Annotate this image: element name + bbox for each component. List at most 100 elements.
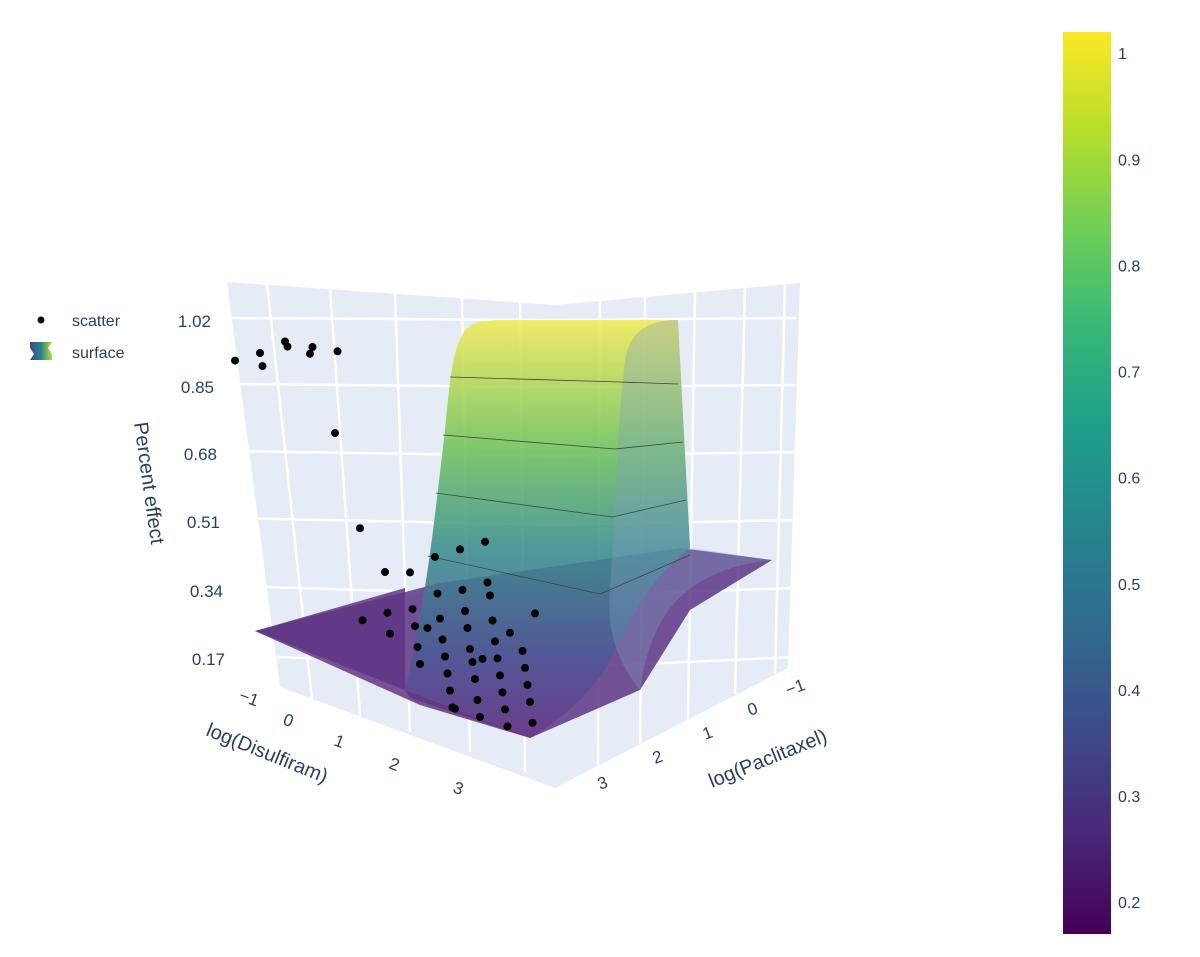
scatter-point (473, 696, 482, 704)
scatter-point (308, 343, 317, 351)
x-tick-label: −1 (237, 686, 262, 710)
scatter-point (413, 643, 422, 651)
scatter-point (491, 637, 499, 646)
colorbar-tick-label: 1 (1118, 46, 1127, 63)
scatter-point (436, 614, 444, 623)
scatter-point (406, 568, 414, 577)
scatter-point (431, 552, 439, 561)
surface-contour-2 (442, 434, 684, 450)
x-tick-label: 2 (387, 754, 402, 775)
z-axis-ticks: 1.02 0.85 0.68 0.51 0.34 0.17 (178, 312, 225, 669)
y-tick-label: 0 (745, 699, 760, 720)
gridline (733, 287, 747, 695)
scatter-point (356, 524, 364, 533)
scatter-point (501, 705, 509, 714)
scatter-point (258, 362, 267, 371)
scatter-series (231, 337, 539, 731)
scatter-point (503, 722, 512, 731)
x-tick-label: 0 (281, 710, 296, 731)
gridline (554, 316, 797, 322)
y-tick-label: 2 (650, 747, 665, 768)
scatter-marker-icon (37, 316, 45, 324)
scatter-point (478, 654, 487, 663)
z-tick-label: 0.34 (190, 582, 223, 601)
z-axis-title: Percent effect (129, 421, 168, 546)
z-tick-label: 1.02 (178, 312, 211, 331)
scatter-point (438, 635, 447, 644)
colorbar-tick-label: 0.7 (1118, 365, 1140, 382)
scatter-point (483, 578, 492, 587)
scatter-point (423, 624, 432, 633)
y-axis-title: log(Paclitaxel) (706, 725, 831, 792)
scatter-point (498, 688, 507, 697)
colorbar-ticks: 0.2 0.3 0.4 0.5 0.6 0.7 0.8 0.9 1 (1118, 46, 1140, 912)
scatter-point (466, 645, 474, 653)
surface-wall (405, 320, 690, 738)
colorbar-tick-label: 0.6 (1118, 471, 1140, 488)
colorbar-tick-label: 0.5 (1118, 577, 1140, 594)
scatter-point (408, 605, 417, 614)
scatter-point (443, 669, 452, 678)
scatter-point (528, 718, 537, 727)
gridline (229, 316, 556, 322)
colorbar-tick-label: 0.4 (1118, 683, 1140, 700)
z-tick-label: 0.51 (187, 513, 220, 532)
scatter-point (506, 628, 514, 637)
scatter-point (468, 658, 477, 666)
x-axis-title: log(Disulfiram) (203, 719, 331, 788)
scatter-point (256, 349, 264, 357)
z-tick-label: 0.17 (192, 650, 225, 669)
scatter-point (456, 545, 464, 554)
x-tick-label: 3 (451, 778, 466, 799)
scatter-point (486, 591, 494, 600)
scatter-point (458, 586, 467, 594)
scatter-point (358, 616, 367, 625)
scatter-point (461, 607, 469, 615)
scatter-point (331, 429, 339, 438)
scatter-point (446, 686, 454, 695)
surface-contour-1 (449, 376, 679, 385)
legend-item-scatter[interactable]: scatter (37, 313, 121, 330)
scatter-point (416, 660, 424, 668)
surface-right-flank (609, 320, 772, 690)
legend-item-surface[interactable]: surface (30, 342, 125, 362)
scatter-point (451, 704, 459, 713)
y-tick-label: 3 (595, 773, 610, 794)
scatter-point (521, 663, 529, 672)
surface-series (255, 320, 772, 738)
gridline (773, 283, 787, 675)
scatter-point (518, 646, 527, 655)
scatter-point (383, 608, 392, 617)
surface-swatch-icon (30, 342, 52, 360)
scatter-point (481, 537, 489, 546)
scatter-point (231, 356, 239, 365)
scatter-point (433, 589, 442, 598)
scatter-point (488, 616, 497, 625)
scatter-point (526, 697, 534, 706)
scatter-point (471, 675, 479, 683)
z-tick-label: 0.85 (181, 378, 214, 397)
scatter-point (386, 629, 394, 638)
scatter-point (476, 713, 484, 721)
scatter-point (381, 568, 389, 576)
colorbar-gradient (1063, 32, 1111, 934)
scatter-point (523, 680, 532, 689)
surface-contour-3 (435, 492, 687, 518)
colorbar-tick-label: 0.9 (1118, 152, 1140, 169)
colorbar-tick-label: 0.2 (1118, 895, 1140, 912)
z-tick-label: 0.68 (184, 445, 217, 464)
y-tick-label: 1 (700, 723, 715, 744)
scatter-point (531, 609, 539, 618)
scatter-point (333, 347, 342, 356)
scatter-point (493, 654, 502, 663)
y-tick-label: −1 (783, 675, 808, 699)
scatter-point (411, 622, 419, 631)
legend-label: scatter (72, 313, 121, 330)
scatter-point (283, 342, 292, 351)
surface-contour-4 (427, 554, 691, 595)
legend[interactable]: scatter surface (30, 313, 125, 362)
scatter-point (496, 671, 504, 680)
scatter-point (306, 349, 314, 358)
colorbar-tick-label: 0.3 (1118, 789, 1140, 806)
